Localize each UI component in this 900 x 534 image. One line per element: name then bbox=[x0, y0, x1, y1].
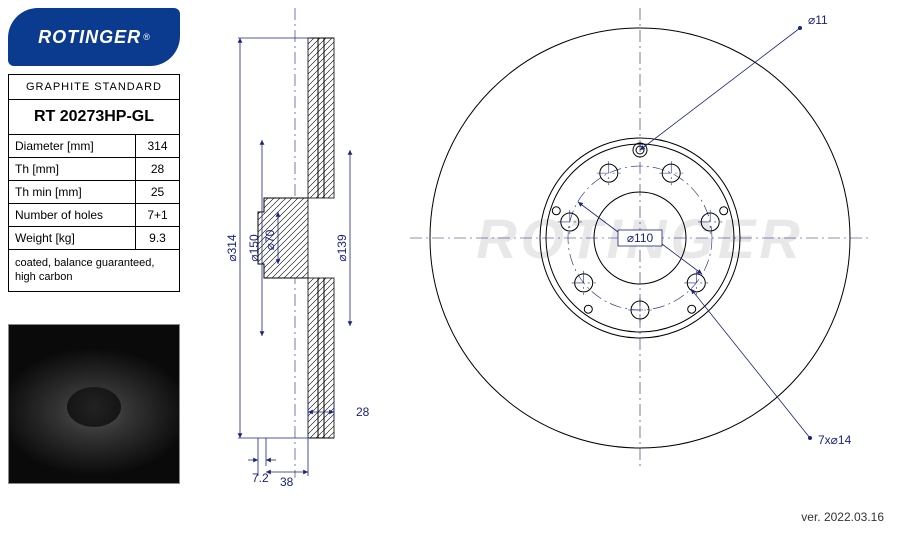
product-photo bbox=[8, 324, 180, 484]
spec-value: 314 bbox=[136, 135, 180, 158]
spec-value: 7+1 bbox=[136, 204, 180, 227]
version-label: ver. 2022.03.16 bbox=[801, 510, 884, 524]
spec-value: 25 bbox=[136, 181, 180, 204]
dim-bolt-circle: ⌀110 bbox=[627, 231, 654, 245]
spec-label: Diameter [mm] bbox=[9, 135, 136, 158]
spec-row: Number of holes 7+1 bbox=[9, 204, 180, 227]
spec-row: Diameter [mm] 314 bbox=[9, 135, 180, 158]
brand-logo: ROTINGER ® bbox=[8, 8, 180, 66]
dim-hat-depth: 38 bbox=[280, 475, 294, 488]
dim-thickness: 28 bbox=[356, 405, 370, 419]
spec-label: Weight [kg] bbox=[9, 227, 136, 250]
dim-outer-dia: ⌀314 bbox=[225, 234, 239, 262]
spec-row: Weight [kg] 9.3 bbox=[9, 227, 180, 250]
side-section-view: ⌀314 ⌀150 ⌀70 ⌀139 28 7.2 38 bbox=[225, 8, 370, 488]
spec-row: Th [mm] 28 bbox=[9, 158, 180, 181]
spec-value: 9.3 bbox=[136, 227, 180, 250]
spec-note: coated, balance guaranteed, high carbon bbox=[9, 250, 180, 292]
spec-label: Th [mm] bbox=[9, 158, 136, 181]
dim-inner-dia: ⌀139 bbox=[335, 234, 349, 262]
front-face-view: ROTINGER ⌀110 ⌀11 7x⌀14 bbox=[410, 8, 870, 468]
spec-label: Th min [mm] bbox=[9, 181, 136, 204]
dim-offset: 7.2 bbox=[252, 471, 269, 485]
technical-drawing: ⌀314 ⌀150 ⌀70 ⌀139 28 7.2 38 ROTINGER bbox=[200, 8, 880, 488]
spec-table: GRAPHITE STANDARD RT 20273HP-GL Diameter… bbox=[8, 74, 180, 292]
spec-value: 28 bbox=[136, 158, 180, 181]
spec-label: Number of holes bbox=[9, 204, 136, 227]
dim-bolt-holes: 7x⌀14 bbox=[818, 433, 852, 447]
aux-hole bbox=[688, 305, 696, 313]
part-number: RT 20273HP-GL bbox=[9, 100, 180, 135]
dim-flange-dia: ⌀150 bbox=[247, 234, 261, 262]
spec-row: Th min [mm] 25 bbox=[9, 181, 180, 204]
brand-name: ROTINGER bbox=[38, 27, 141, 48]
registered-mark: ® bbox=[143, 32, 150, 42]
aux-hole bbox=[584, 305, 592, 313]
spec-header: GRAPHITE STANDARD bbox=[9, 75, 180, 100]
dim-hub-bore: ⌀70 bbox=[263, 229, 277, 250]
dim-locator-hole: ⌀11 bbox=[808, 13, 828, 27]
